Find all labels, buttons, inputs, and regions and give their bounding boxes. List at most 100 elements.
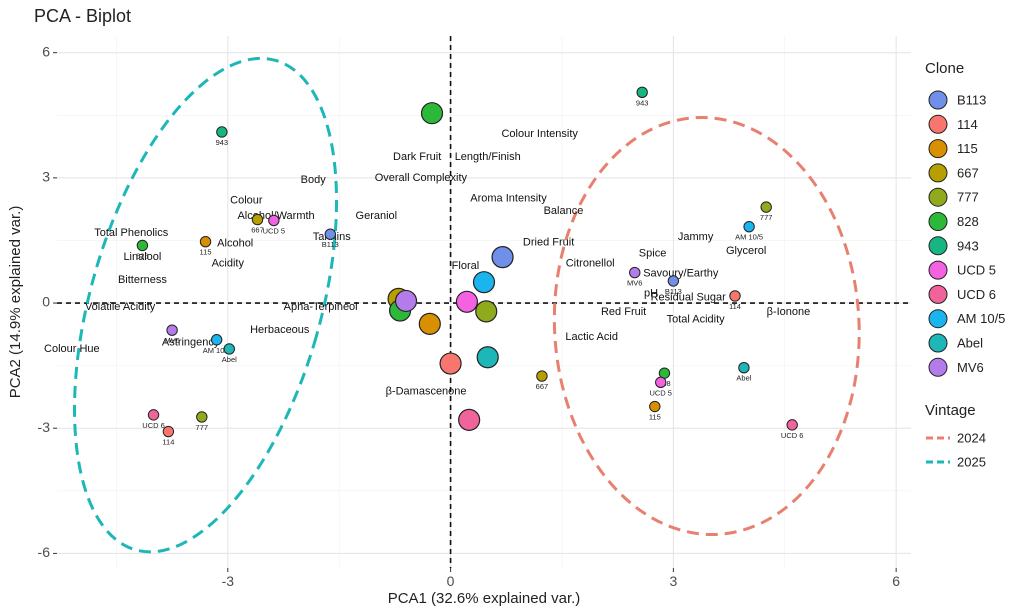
legend-clone-label: MV6	[957, 360, 984, 375]
x-axis-title: PCA1 (32.6% explained var.)	[388, 590, 581, 607]
centroid-point-abel	[476, 346, 499, 369]
sample-point-943	[636, 86, 648, 99]
variable-label: β-Ionone	[767, 306, 811, 318]
sample-point-667	[536, 370, 548, 382]
variable-label: Colour Hue	[44, 343, 100, 355]
variable-label: Total Phenolics	[94, 227, 168, 239]
sample-label: 943	[216, 138, 229, 147]
sample-point-abel	[223, 343, 235, 355]
legend-clone-key	[928, 114, 948, 134]
ellipse-vintage-2024	[552, 115, 861, 536]
centroid-point-mv6	[394, 289, 418, 313]
x-tick-label: -3	[222, 573, 235, 589]
x-tick-label: 3	[669, 573, 677, 589]
legend-vintage-label: 2024	[957, 431, 986, 446]
legend-clone-key	[928, 163, 948, 183]
legend-clone-key	[928, 333, 948, 353]
legend-clone-label: 115	[957, 141, 978, 156]
variable-label: Geraniol	[356, 210, 398, 222]
legend-vintage-title: Vintage	[925, 402, 976, 419]
variable-label: Red Fruit	[601, 306, 646, 318]
variable-label: Dried Fruit	[523, 236, 574, 248]
sample-label: 828	[136, 251, 149, 260]
centroid-point-828	[420, 102, 444, 125]
legend-clone-title: Clone	[925, 60, 964, 77]
variable-label: Savoury/Earthy	[643, 268, 719, 280]
variable-label: Spice	[639, 248, 667, 260]
variable-label: Glycerol	[726, 245, 766, 257]
variable-label: Dark Fruit	[393, 151, 441, 163]
legend-clone-label: 828	[957, 214, 979, 229]
sample-label: MV6	[627, 279, 642, 288]
sample-point-mv6	[629, 266, 641, 279]
sample-label: UCD 6	[142, 421, 165, 430]
legend-clone-key	[928, 309, 948, 329]
variable-label: Colour	[230, 195, 263, 207]
centroid-point-am-10-5	[472, 271, 496, 294]
variable-label: Colour Intensity	[501, 128, 578, 140]
y-tick-label: -3	[38, 419, 51, 435]
variable-label: Overall Complexity	[375, 172, 468, 184]
legend-clone-label: AM 10/5	[957, 311, 1005, 326]
sample-point-mv6	[166, 324, 178, 336]
sample-point-777	[196, 411, 208, 423]
sample-label: AM 10/5	[735, 233, 763, 242]
legend-clone-key	[928, 212, 948, 231]
legend-clone-label: B113	[957, 93, 986, 108]
variable-label: Astringency	[162, 337, 220, 349]
sample-point-b113	[324, 228, 336, 240]
centroid-point-ucd-5	[455, 290, 479, 313]
sample-label: UCD 6	[781, 431, 804, 440]
sample-point-ucd-5	[655, 376, 667, 389]
ellipse-vintage-2025	[73, 56, 339, 554]
variable-label: Herbaceous	[250, 324, 310, 336]
legend-clone-label: 777	[957, 190, 979, 205]
sample-point-115	[649, 400, 661, 413]
sample-label: 777	[760, 213, 773, 222]
variable-label: Length/Finish	[455, 151, 521, 163]
legend-clone-label: Abel	[957, 336, 983, 351]
y-tick-label: 0	[42, 294, 50, 310]
sample-point-am-10-5	[210, 334, 223, 346]
legend-clone-key	[928, 139, 948, 159]
variable-label: Residual Sugar	[651, 292, 727, 304]
variable-label: pH	[644, 287, 658, 299]
legend-clone-key	[928, 357, 948, 377]
variable-label: Apha-Terpineol	[284, 301, 358, 313]
y-tick-label: -6	[38, 544, 51, 560]
y-tick-label: 6	[42, 43, 50, 59]
legend-clone-label: UCD 6	[957, 287, 996, 302]
x-tick-label: 0	[447, 573, 455, 589]
sample-label: UCD 5	[649, 388, 672, 397]
variable-label: Aroma Intensity	[470, 193, 547, 205]
legend-clone-label: 667	[957, 165, 979, 180]
y-axis-title: PCA2 (14.9% explained var.)	[7, 206, 24, 399]
sample-label: B113	[665, 287, 682, 296]
legend-clone-label: 943	[957, 238, 979, 253]
sample-point-b113	[667, 275, 680, 287]
y-tick-label: 3	[42, 169, 50, 185]
legend-clone-label: 114	[957, 117, 978, 132]
variable-label: Bitterness	[118, 274, 167, 286]
sample-point-114	[162, 425, 175, 438]
centroid-point-114	[439, 352, 462, 375]
sample-point-ucd-6	[786, 419, 798, 431]
variable-label: Balance	[544, 205, 584, 217]
y-axis-ticks: -6 -3 0 3 6	[38, 43, 57, 560]
centroid-point-ucd-6	[458, 408, 481, 431]
vintage-ellipses	[73, 56, 861, 554]
variable-label: Alcohol	[217, 237, 253, 249]
sample-label: MV6	[164, 336, 179, 345]
sample-label: 943	[636, 98, 649, 107]
legend: Clone Vintage B113 114 115 667 777 828 943 UCD …	[925, 60, 1005, 470]
legend-clone-key	[928, 187, 948, 207]
sample-label: 667	[536, 382, 549, 391]
variable-label: Jammy	[678, 231, 714, 243]
sample-point-943	[216, 126, 228, 138]
sample-point-828	[136, 239, 149, 252]
sample-point-114	[729, 290, 741, 302]
sample-label: B113	[322, 240, 339, 249]
sample-point-ucd-5	[268, 214, 280, 227]
